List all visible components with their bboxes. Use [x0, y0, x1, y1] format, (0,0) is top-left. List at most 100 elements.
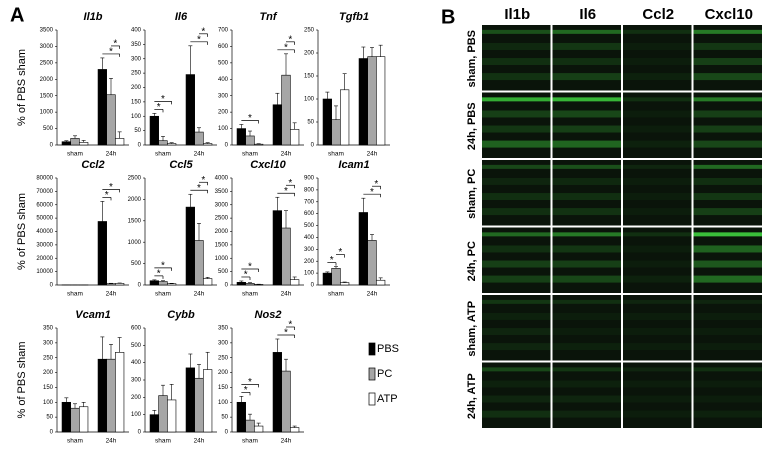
bar [236, 282, 246, 286]
y-tick-label: 0 [225, 143, 229, 149]
tissue-layer [552, 29, 621, 34]
tissue-layer [482, 343, 551, 351]
chart-title: Il6 [175, 11, 188, 23]
tissue-layer [623, 232, 692, 237]
significance-label: * [157, 269, 161, 280]
bar [158, 140, 168, 146]
tissue-layer [482, 380, 551, 388]
y-tick-label: 0 [50, 143, 54, 149]
tissue-layer [482, 275, 551, 283]
bar [97, 358, 107, 433]
bar [245, 135, 255, 146]
tissue-layer [552, 245, 621, 253]
bar [167, 143, 177, 146]
micrograph [482, 227, 551, 293]
y-tick-label: 300 [131, 378, 142, 384]
y-tick-label: 200 [218, 110, 229, 116]
y-tick-label: 50 [307, 120, 314, 126]
bar [167, 399, 177, 433]
significance-label: * [288, 34, 292, 45]
micrograph [623, 25, 692, 91]
bar [254, 143, 264, 146]
tissue-layer [623, 328, 692, 336]
y-tick-label: 30000 [36, 242, 53, 248]
bar [290, 427, 300, 433]
tissue-layer [482, 232, 551, 237]
tissue-layer [552, 208, 621, 216]
bar [376, 56, 386, 146]
tissue-layer [623, 58, 692, 66]
tissue-layer [693, 42, 762, 50]
bar [281, 74, 291, 146]
tissue-layer [482, 177, 551, 185]
y-tick-label: 100 [218, 126, 229, 132]
bar [281, 370, 291, 433]
significance-label: * [109, 47, 113, 58]
tissue-layer [482, 140, 551, 148]
x-tick-label: 24h [281, 151, 292, 158]
micrograph [623, 92, 692, 158]
tissue-layer [552, 260, 621, 268]
y-tick-label: 50000 [36, 216, 53, 222]
y-tick-label: 200 [131, 395, 142, 401]
y-tick-label: 200 [304, 259, 315, 265]
chart-title: Vcam1 [75, 309, 110, 321]
y-tick-label: 3000 [215, 202, 229, 208]
tissue-layer [693, 367, 762, 372]
tissue-layer [693, 312, 762, 320]
significance-label: * [248, 377, 252, 388]
micrograph [693, 295, 762, 361]
bar [254, 284, 264, 286]
tissue-layer [623, 164, 692, 169]
bar [194, 131, 204, 146]
y-axis-label: % of PBS sham [16, 341, 28, 418]
x-tick-label: sham [155, 291, 171, 298]
y-tick-label: 1000 [215, 256, 229, 262]
bar [272, 352, 282, 433]
bar [331, 119, 341, 146]
bar [97, 221, 107, 286]
tissue-layer [482, 110, 551, 118]
column-header: Ccl2 [642, 6, 674, 23]
tissue-layer [693, 260, 762, 268]
y-tick-label: 20000 [36, 256, 53, 262]
bar [185, 74, 195, 146]
x-tick-label: sham [67, 151, 83, 158]
tissue-layer [623, 260, 692, 268]
micrograph [552, 92, 621, 158]
y-tick-label: 60000 [36, 202, 53, 208]
tissue-layer [693, 410, 762, 418]
significance-label: * [105, 190, 109, 201]
panel-label: B [441, 6, 455, 28]
y-tick-label: 600 [218, 44, 229, 50]
column-header: Il1b [504, 6, 530, 23]
bar [358, 212, 368, 286]
tissue-layer [623, 110, 692, 118]
y-tick-label: 600 [304, 211, 315, 217]
y-tick-label: 0 [311, 283, 315, 289]
tissue-layer [623, 193, 692, 201]
tissue-layer [693, 343, 762, 351]
panel-label: A [10, 4, 24, 26]
tissue-layer [693, 97, 762, 102]
micrograph [552, 295, 621, 361]
tissue-layer [623, 73, 692, 81]
significance-label: * [201, 175, 205, 186]
x-tick-label: sham [67, 438, 83, 445]
tissue-layer [552, 58, 621, 66]
x-tick-label: 24h [106, 151, 117, 158]
row-label: sham, ATP [466, 301, 478, 357]
y-tick-label: 250 [43, 355, 54, 361]
bar [158, 395, 168, 433]
y-tick-label: 500 [304, 223, 315, 229]
y-tick-label: 0 [311, 143, 315, 149]
x-tick-label: sham [328, 291, 344, 298]
tissue-layer [552, 73, 621, 81]
y-tick-label: 350 [43, 326, 54, 332]
bar [340, 89, 350, 146]
tissue-layer [552, 343, 621, 351]
significance-label: * [248, 113, 252, 124]
tissue-layer [693, 232, 762, 237]
significance-label: * [338, 247, 342, 258]
